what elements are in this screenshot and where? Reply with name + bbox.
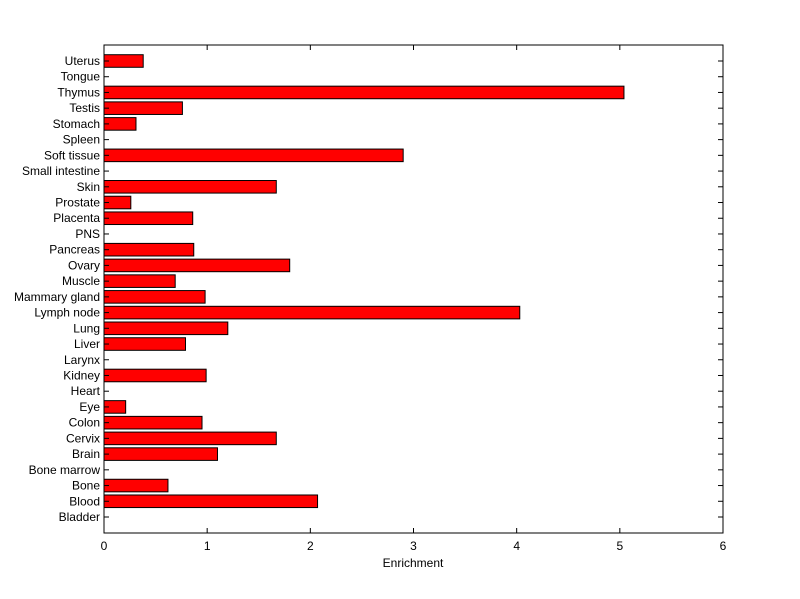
bar-cervix	[103, 431, 277, 446]
bar-liver	[103, 337, 186, 351]
bar-ovary	[103, 258, 291, 273]
y-tick-label: Blood	[69, 494, 100, 508]
bar-bone	[103, 478, 169, 493]
bar-soft-tissue	[103, 148, 404, 163]
y-tick-label: Larynx	[64, 353, 100, 367]
x-axis-label: Enrichment	[383, 556, 444, 570]
bar-blood	[103, 494, 319, 509]
bar-colon	[103, 415, 203, 430]
y-tick-label: Bone	[72, 479, 100, 493]
bar-skin	[103, 180, 277, 194]
y-tick-label: Prostate	[55, 196, 100, 210]
y-tick-label: Uterus	[65, 54, 100, 68]
y-tick-label: Skin	[77, 180, 100, 194]
x-tick-label: 4	[513, 539, 520, 553]
y-tick-label: Small intestine	[22, 164, 100, 178]
y-tick-label: Bone marrow	[29, 463, 101, 477]
bars-group	[103, 54, 625, 509]
y-tick-label: Stomach	[53, 117, 100, 131]
y-tick-label: Thymus	[57, 85, 100, 99]
plot-frame	[103, 44, 724, 534]
y-tick-label: Lung	[73, 321, 100, 335]
bar-kidney	[103, 368, 207, 383]
y-tick-label: Mammary gland	[14, 290, 100, 304]
bar-muscle	[103, 274, 176, 288]
bar-uterus	[103, 54, 144, 68]
bar-lung	[103, 321, 229, 336]
x-tick-label: 2	[307, 539, 314, 553]
x-tick-label: 1	[204, 539, 211, 553]
bar-placenta	[103, 211, 194, 226]
bar-lymph-node	[103, 305, 521, 320]
y-tick-label: Eye	[79, 400, 100, 414]
y-tick-label: Ovary	[68, 258, 100, 272]
x-tick-label: 5	[616, 539, 623, 553]
x-tick-label: 3	[410, 539, 417, 553]
y-tick-label: Placenta	[53, 211, 100, 225]
y-tick-label: Brain	[72, 447, 100, 461]
y-tick-label: Colon	[69, 416, 100, 430]
bar-testis	[103, 101, 183, 115]
y-tick-label: Heart	[71, 384, 101, 398]
y-tick-label: Kidney	[63, 368, 100, 382]
bar-mammary-gland	[103, 290, 206, 304]
bar-thymus	[103, 85, 625, 100]
y-tick-label: PNS	[75, 227, 100, 241]
y-tick-label: Muscle	[62, 274, 100, 288]
y-tick-label: Spleen	[63, 133, 100, 147]
y-tick-label: Liver	[74, 337, 100, 351]
y-tick-label: Soft tissue	[44, 148, 100, 162]
bar-brain	[103, 447, 218, 461]
y-tick-label: Tongue	[61, 70, 101, 84]
y-tick-label: Bladder	[59, 510, 100, 524]
y-tick-label: Cervix	[66, 431, 100, 445]
x-tick-label: 6	[720, 539, 727, 553]
y-tick-label: Lymph node	[34, 306, 100, 320]
y-tick-label: Testis	[69, 101, 100, 115]
x-tick-label: 0	[101, 539, 108, 553]
y-tick-label: Pancreas	[49, 243, 100, 257]
bar-pancreas	[103, 242, 195, 257]
